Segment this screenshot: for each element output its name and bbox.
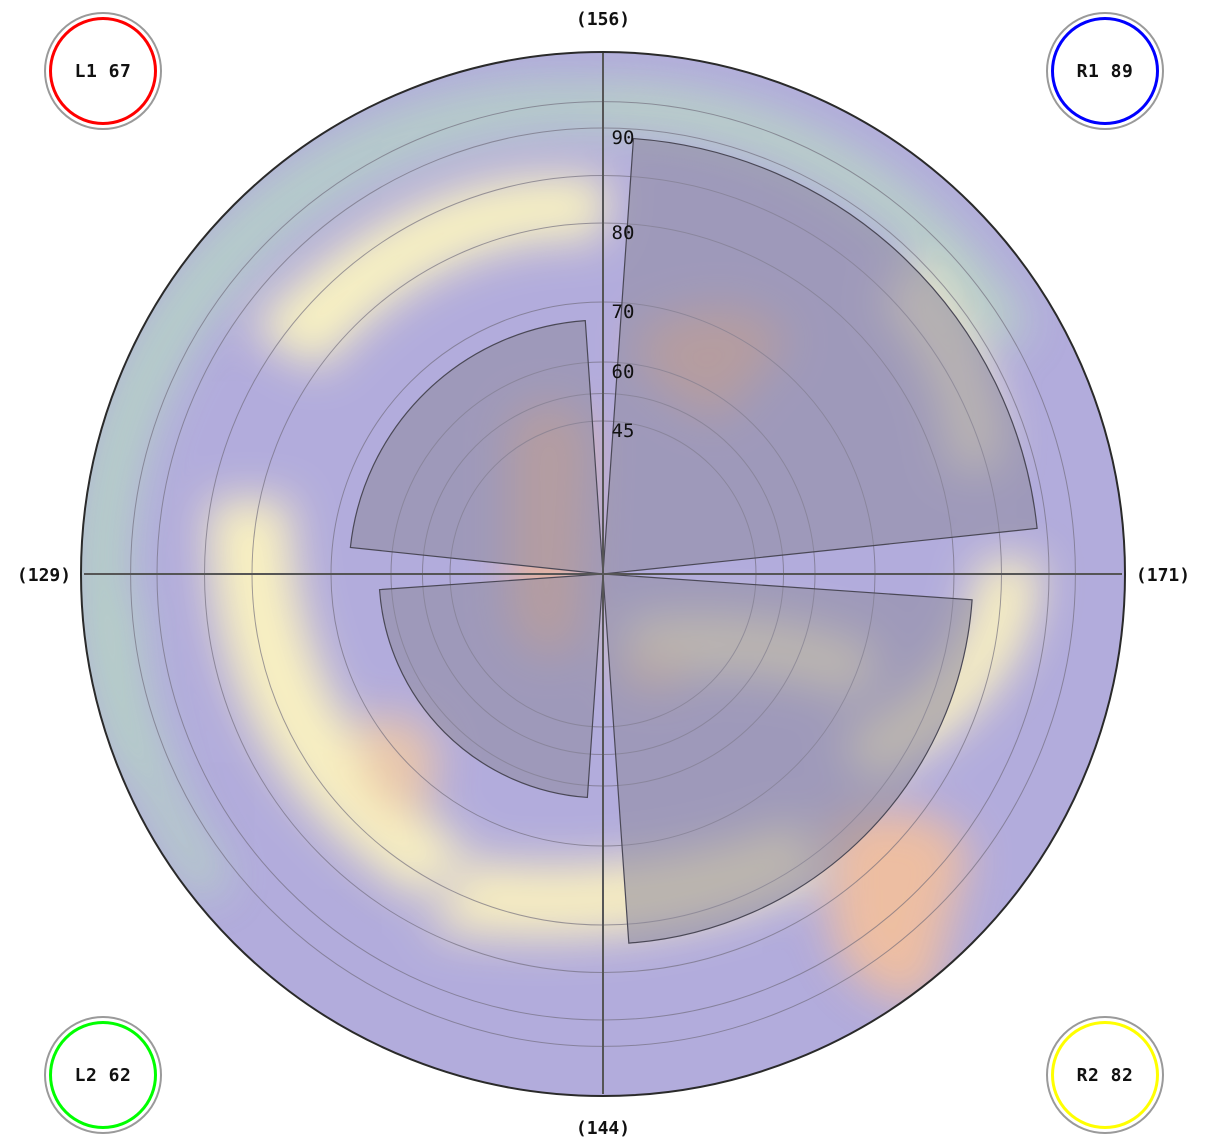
badge-l2-label: L2 62: [74, 1064, 132, 1086]
axis-label-bottom: (144): [576, 1118, 630, 1139]
badge-r2-label: R2 82: [1076, 1064, 1134, 1086]
sector-r1: [602, 137, 1038, 575]
axis-label-left: (129): [17, 565, 71, 586]
radial-tick-label: 70: [612, 301, 635, 323]
badge-l1-label: L1 67: [74, 60, 132, 82]
radial-tick-label: 60: [612, 361, 635, 383]
badge-r1-ring: [1051, 17, 1159, 125]
badge-r1: R1 89: [1046, 12, 1164, 130]
radial-tick-label: 45: [612, 420, 635, 442]
badge-l1-ring: [49, 17, 157, 125]
sector-r2: [602, 573, 973, 944]
badge-l2: L2 62: [44, 1016, 162, 1134]
sector-l1: [349, 319, 604, 575]
sector-layer: [349, 137, 1038, 944]
badge-l2-ring: [49, 1021, 157, 1129]
badge-r1-label: R1 89: [1076, 60, 1134, 82]
radial-tick-label: 80: [612, 222, 635, 244]
radial-tick-label: 90: [612, 127, 635, 149]
radial-tick-labels: 45 60 70 80 90: [612, 127, 635, 442]
badge-r2: R2 82: [1046, 1016, 1164, 1134]
sector-l2: [378, 573, 604, 799]
axis-label-top: (156): [576, 9, 630, 30]
badge-r2-ring: [1051, 1021, 1159, 1129]
badge-l1: L1 67: [44, 12, 162, 130]
axis-label-right: (171): [1136, 565, 1190, 586]
outer-rim: [80, 51, 1126, 1097]
axes: [80, 51, 1126, 1097]
